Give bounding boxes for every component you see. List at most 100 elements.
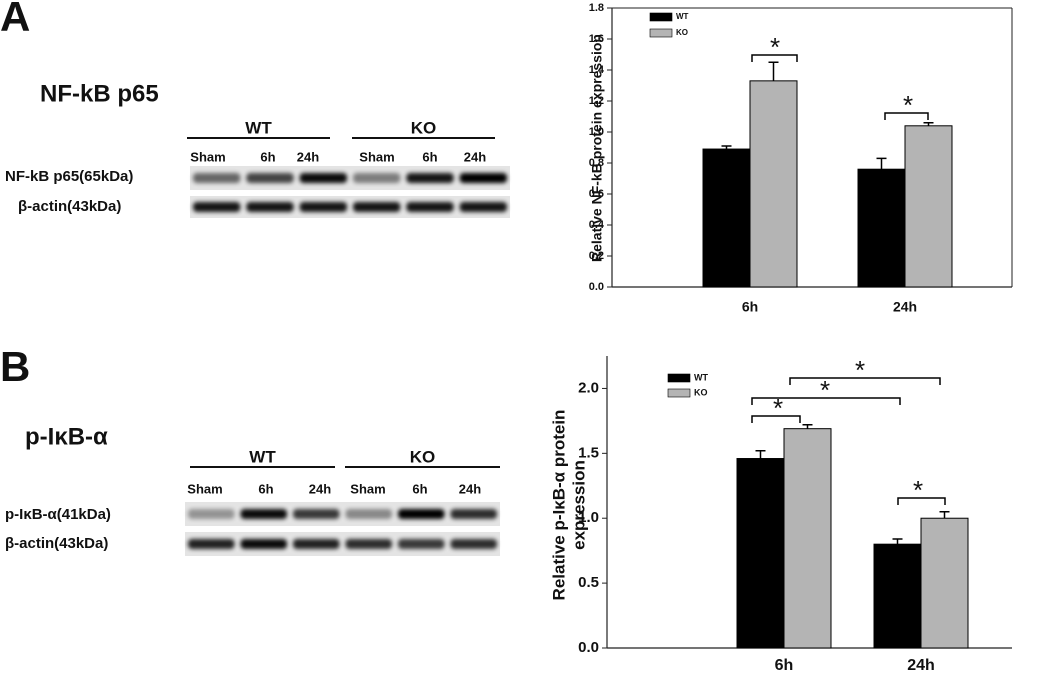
row-label: NF-kB p65(65kDa) — [5, 168, 133, 185]
blot-strip — [190, 196, 510, 218]
bar — [857, 168, 906, 288]
bar — [749, 80, 798, 288]
y-tick-label: 1.2 — [589, 95, 604, 107]
group-label: WT — [249, 447, 276, 466]
blot-band — [293, 509, 340, 519]
blot-band — [299, 202, 347, 212]
significance-star: * — [855, 355, 865, 385]
bar — [920, 517, 969, 649]
significance-star: * — [820, 375, 830, 405]
significance-bracket — [789, 377, 941, 385]
error-bar — [892, 538, 903, 545]
blot-band — [193, 173, 241, 183]
blot-band — [299, 173, 347, 183]
legend-swatch — [667, 373, 691, 383]
group-label: KO — [410, 447, 436, 466]
y-tick-label: 0.6 — [589, 188, 604, 200]
lane-label: 24h — [464, 149, 486, 164]
significance-bracket — [751, 397, 901, 405]
lane-label: 6h — [260, 149, 275, 164]
x-tick-label: 24h — [893, 299, 917, 315]
blot-band — [345, 539, 392, 549]
legend-swatch — [649, 28, 673, 38]
x-tick-label: 6h — [775, 657, 794, 674]
blot-strip — [190, 166, 510, 190]
error-bar — [923, 121, 934, 126]
blot-band — [459, 173, 507, 183]
blot-band — [398, 539, 445, 549]
lane-label: 24h — [309, 481, 331, 496]
blot-band — [240, 539, 287, 549]
blot-band — [353, 173, 401, 183]
y-tick-label: 0.0 — [578, 639, 599, 656]
blot-band — [406, 202, 454, 212]
y-tick-label: 0.2 — [589, 250, 604, 262]
significance-bracket — [897, 497, 946, 505]
y-tick-label: 1.4 — [589, 64, 605, 76]
lane-label: 6h — [412, 481, 427, 496]
lane-label: Sham — [350, 481, 385, 496]
blot-band — [246, 202, 294, 212]
y-tick-label: 1.6 — [589, 33, 604, 45]
y-tick-label: 1.0 — [589, 126, 604, 138]
significance-bracket — [884, 112, 929, 120]
blot-strip — [185, 502, 500, 526]
blot-band — [188, 539, 235, 549]
panel-letter: A — [0, 0, 30, 40]
x-tick-label: 24h — [907, 657, 935, 674]
error-bar — [721, 145, 732, 150]
blot-band — [459, 202, 507, 212]
significance-bracket — [751, 54, 798, 62]
lane-label: 24h — [459, 481, 481, 496]
legend-label: KO — [694, 387, 708, 397]
y-tick-label: 0.5 — [578, 574, 599, 591]
legend-label: KO — [676, 28, 688, 37]
bar — [873, 543, 922, 649]
x-tick-label: 6h — [742, 299, 758, 315]
bar — [736, 458, 785, 649]
lane-label: 6h — [258, 481, 273, 496]
panel-letter: B — [0, 343, 30, 390]
error-bar — [755, 449, 766, 459]
blot-title: NF-kB p65 — [40, 80, 159, 107]
blot-band — [406, 173, 454, 183]
blot-band — [398, 509, 445, 519]
y-tick-label: 1.0 — [578, 509, 599, 526]
bar — [783, 428, 832, 649]
y-tick-label: 0.8 — [589, 157, 604, 169]
blot-band — [353, 202, 401, 212]
lane-label: Sham — [190, 149, 225, 164]
error-bar — [876, 157, 887, 170]
lane-label: Sham — [359, 149, 394, 164]
legend-label: WT — [694, 372, 708, 382]
y-axis-label: Relative p-IκB-α protein — [549, 410, 568, 601]
legend-label: WT — [676, 12, 689, 21]
lane-label: 24h — [297, 149, 319, 164]
blot-band — [246, 173, 294, 183]
significance-star: * — [913, 475, 923, 505]
row-label: p-IκB-α(41kDa) — [5, 506, 111, 523]
blot-band — [188, 509, 235, 519]
lane-label: Sham — [187, 481, 222, 496]
blot-band — [293, 539, 340, 549]
blot-band — [345, 509, 392, 519]
y-tick-label: 1.8 — [589, 2, 604, 14]
lane-label: 6h — [422, 149, 437, 164]
blot-band — [193, 202, 241, 212]
error-bar — [939, 510, 950, 519]
row-label: β-actin(43kDa) — [18, 198, 121, 215]
significance-bracket — [751, 415, 801, 423]
y-tick-label: 0.0 — [589, 281, 604, 293]
blot-band — [450, 539, 497, 549]
group-label: KO — [411, 118, 437, 137]
row-label: β-actin(43kDa) — [5, 535, 108, 552]
error-bar — [802, 424, 813, 429]
error-bar — [768, 61, 779, 81]
legend-swatch — [649, 12, 673, 22]
bar — [904, 125, 953, 288]
blot-band — [240, 509, 287, 519]
y-tick-label: 0.4 — [589, 219, 605, 231]
group-label: WT — [245, 118, 272, 137]
blot-strip — [185, 532, 500, 556]
